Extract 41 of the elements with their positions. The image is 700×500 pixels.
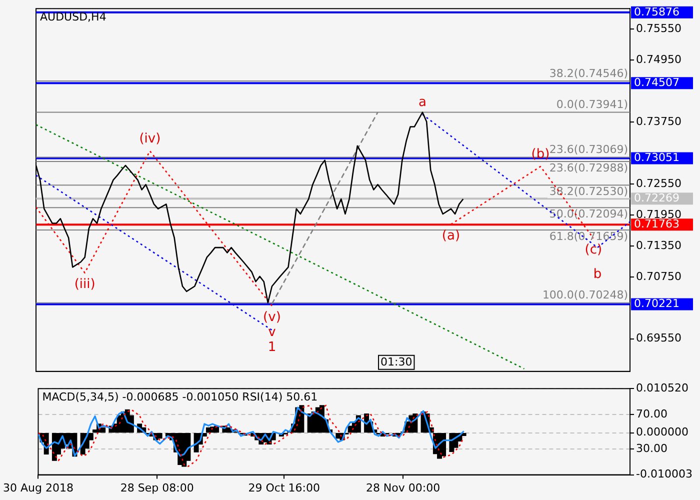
annotation: a [418,94,426,110]
x-tick-label: 30 Aug 2018 [2,481,74,494]
y-tick-label: 0.010520 [636,381,688,394]
ref-line-label: 38.2(0.72530) [549,184,628,198]
y-tick-label: 0.69550 [636,332,682,345]
annotation: v [268,325,276,340]
y-tick-label: 0.73750 [636,114,682,128]
y-tick-label: 0.000000 [636,426,688,439]
ref-line-label: 0.72269 [634,191,680,204]
x-tick-label: 28 Nov 00:00 [366,481,440,494]
chart-title: AUDUSD,H4 [40,10,106,24]
chart-title: MACD(5,34,5) -0.000685 -0.001050 RSI(14) 50.61 [42,390,318,404]
ref-line-label: 0.75876 [634,5,680,18]
y-tick-label: 0.75550 [636,22,682,36]
annotation: (c) [584,242,602,258]
annotation: (v) [263,310,281,326]
annotation: 01:30 [380,355,412,368]
ref-line-label: 0.0(0.73941) [556,98,628,112]
x-tick-label: 28 Sep 08:00 [120,481,194,494]
annotation: (a) [442,228,460,244]
ref-line-label: 23.6(0.73069) [549,143,628,156]
y2-tick-label: 70.00 [636,407,668,420]
ref-line-label: 0.73051 [634,151,680,164]
y-tick-label: 0.70750 [636,270,682,283]
ref-line-label: 38.2(0.74546) [549,66,628,80]
y-tick-label: 0.72550 [636,176,682,190]
ref-line-label: 50.0(0.72094) [549,207,628,220]
x-tick-label: 29 Oct 16:00 [248,481,320,494]
ref-line-label: 0.71763 [634,218,680,231]
annotation: (iv) [139,131,161,146]
ref-line-label: 0.74507 [634,76,680,89]
y-tick-label: -0.010003 [636,468,692,481]
ref-line-label: 100.0(0.70248) [542,288,628,302]
ref-line-label: 0.70221 [634,297,680,310]
y-tick-label: 0.74950 [636,53,682,66]
annotation: (iii) [74,277,96,292]
y-tick-label: 0.71350 [636,238,682,252]
y2-tick-label: 30.00 [636,442,668,455]
annotation: b [593,266,602,282]
ref-line-label: 23.6(0.72988) [549,161,628,174]
annotation: 1 [268,340,276,356]
